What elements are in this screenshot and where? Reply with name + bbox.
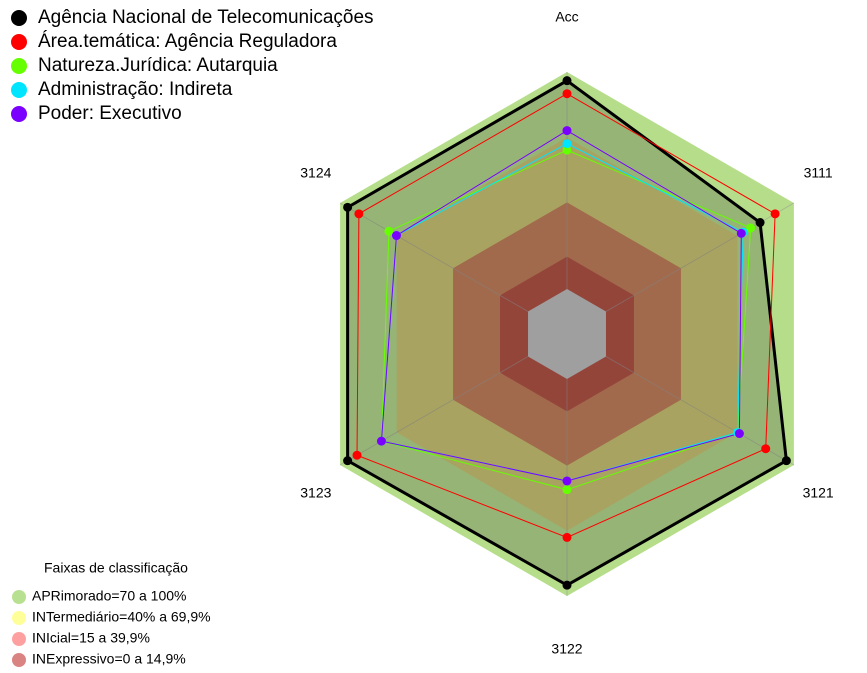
- series-point: [562, 76, 572, 86]
- center-hole: [528, 289, 606, 379]
- bands-title: Faixas de classificação: [44, 560, 188, 576]
- series-point: [376, 436, 386, 446]
- series-line: [346, 78, 788, 587]
- band-legend-label: INExpressivo=0 a 14,9%: [32, 651, 186, 667]
- series-point: [562, 532, 572, 542]
- axis-label: 3123: [300, 485, 331, 501]
- series-point: [352, 450, 362, 460]
- legend-label: Administração: Indireta: [38, 79, 233, 100]
- axis-label: 3121: [803, 485, 834, 501]
- series-point: [562, 485, 572, 495]
- series-point: [562, 145, 572, 155]
- series-point: [562, 476, 572, 486]
- series-point: [391, 231, 401, 241]
- legend-label: Natureza.Jurídica: Autarquia: [38, 55, 278, 76]
- series-point: [343, 202, 353, 212]
- legend-marker: [11, 58, 27, 74]
- band-legend-label: INTermediário=40% a 69,9%: [32, 609, 211, 625]
- series-point: [781, 456, 791, 466]
- series-point: [562, 126, 572, 136]
- series-point: [736, 228, 746, 238]
- band-legend-marker: [12, 590, 26, 604]
- legend-label: Poder: Executivo: [38, 103, 182, 124]
- legend-label: Área.temática: Agência Reguladora: [38, 31, 337, 52]
- axis-label: 3111: [804, 165, 833, 181]
- spoke: [339, 202, 529, 312]
- series-point: [562, 580, 572, 590]
- band-legend-label: INIcial=15 a 39,9%: [32, 630, 150, 646]
- series-point: [562, 139, 572, 149]
- series-point: [746, 223, 756, 233]
- series-point: [761, 444, 771, 454]
- spoke: [339, 356, 529, 466]
- series-point: [770, 209, 780, 219]
- legend-marker: [11, 10, 27, 26]
- band-legend-marker: [12, 653, 26, 667]
- legend-marker: [11, 82, 27, 98]
- series-point: [755, 218, 765, 228]
- legend-label: Agência Nacional de Telecomunicações: [38, 7, 374, 28]
- axis-label: 3124: [300, 165, 331, 181]
- series-point: [562, 89, 572, 99]
- series-point: [343, 456, 353, 466]
- legend-marker: [11, 106, 27, 122]
- series-point: [354, 209, 364, 219]
- series-point: [384, 226, 394, 236]
- axis-label: Acc: [555, 9, 578, 25]
- band-legend-label: APRimorado=70 a 100%: [32, 588, 187, 604]
- band-legend-marker: [12, 611, 26, 625]
- series-point: [734, 429, 744, 439]
- band-legend-marker: [12, 632, 26, 646]
- axis-label: 3122: [551, 641, 582, 657]
- legend-marker: [11, 34, 27, 50]
